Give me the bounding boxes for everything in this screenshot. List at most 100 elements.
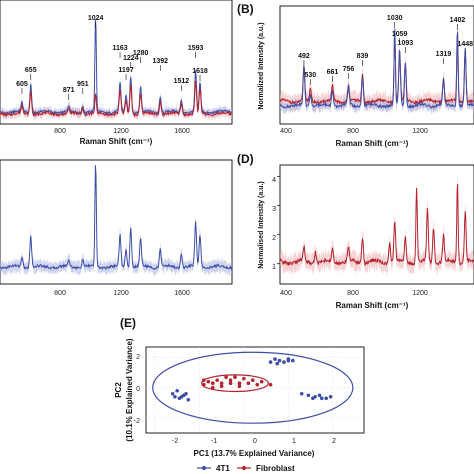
panel-e-point-4t1 [286,357,291,361]
panel-e-point-4t1 [268,360,273,364]
panel-e-point-fibroblast [219,384,224,389]
panel-d-ytick: 1 [272,264,276,271]
panel-e-point-fibroblast [210,381,215,386]
panel-a-xtick: 800 [54,128,66,135]
panel-e-point-fibroblast [237,381,242,386]
panel-e-point-4t1 [328,394,333,399]
panel-e-point-fibroblast [268,382,273,387]
panel-b-letter: (B) [237,2,254,16]
panel-d-line [280,183,474,267]
panel-a-peak-label: 1024 [88,15,104,22]
panel-a-xtick: 1200 [113,128,129,135]
panel-e-point-fibroblast [233,375,237,379]
panel-b-xtick: 800 [347,128,359,135]
panel-e-ytick: -2 [134,418,140,425]
panel-e-point-4t1 [179,394,184,399]
panel-b-peak-label: 839 [357,53,369,60]
panel-e-ellipse-4t1 [152,351,354,424]
panel-e-point-4t1 [275,361,280,366]
panel-c-blue-band [0,161,232,277]
panel-b-ylabel: Normalized Intensity (a.u.) [258,22,265,109]
panel-d: (D) 1 2 3 4 400 800 1200 Raman Shift (cm… [237,152,474,310]
panel-b-lines [280,28,474,110]
panel-e-point-fibroblast [202,378,206,382]
panel-a-peak-label: 1512 [174,78,190,85]
panel-a-xlabel: Raman Shift (cm⁻¹) [80,137,153,146]
panel-e-xtick: -2 [172,438,178,445]
panel-e-ylabel-line2: (10.1% Explained Variance) [125,338,134,441]
panel-e-point-4t1 [319,396,324,401]
panel-e-point-4t1 [299,391,304,396]
panel-e-point-4t1 [184,391,188,396]
panel-a-peak-label: 1593 [188,45,204,52]
panel-a-peak-label: 655 [25,67,37,74]
panel-a-peak-label: 951 [77,81,89,88]
panel-d-ytick: 4 [272,177,276,184]
panel-e-point-fibroblast [237,384,242,389]
panel-d-xtick: 1200 [412,290,428,297]
panel-e-xtick: -1 [211,438,217,445]
panel-e-point-4t1 [282,360,286,364]
panel-c: 800 1200 1600 [0,159,233,297]
panel-b-peak-label: 661 [327,69,339,76]
panel-e-ylabel-line1: PC2 [114,382,123,398]
panel-e-point-fibroblast [215,378,219,382]
panel-e-point-fibroblast [210,385,215,390]
panel-b-red-band [280,23,474,114]
panel-e-point-fibroblast [242,376,246,381]
panel-c-band [0,161,232,277]
panel-e-point-4t1 [170,391,175,396]
panel-a-peak-label: 1224 [123,55,139,62]
panel-e-ytick: 2 [136,354,140,361]
panel-e-legend: 4T1 Fibroblast [197,464,295,473]
panel-e: (E) 2 0 -2 -2 -1 0 1 2 PC1 (13.7% Explai… [114,316,365,473]
panel-a-peak-label: 1163 [112,45,127,52]
legend-4t1-marker [202,466,206,470]
panel-a-peak-label: 605 [16,81,28,88]
panel-d-ytick: 3 [272,206,276,213]
panel-e-xlabel: PC1 (13.7% Explained Variance) [194,449,315,458]
panel-e-point-4t1 [273,357,277,361]
panel-b-blue-line [280,28,474,110]
panel-e-point-4t1 [306,393,311,398]
panel-d-red-line [280,183,474,267]
panel-c-xtick: 1200 [113,290,129,297]
panel-b-frame [279,5,474,125]
panel-e-point-4t1 [311,396,315,401]
panel-b-peak-label: 492 [298,53,310,60]
panel-d-frame [279,164,474,285]
panel-e-point-4t1 [186,398,191,402]
panel-e-point-fibroblast [224,375,228,379]
panel-d-ylabel: Normalised Intensity (a.u.) [258,181,265,269]
panel-b-peak-label: 1059 [392,31,408,38]
panel-b-peak-label: 1319 [436,51,452,58]
panel-b-peak-label: 1093 [398,40,414,47]
panel-e-point-4t1 [324,396,328,401]
panel-a-lines [0,19,232,118]
panel-c-line [0,165,232,272]
panel-e-point-fibroblast [246,381,251,386]
panel-a-frame [0,0,233,125]
panel-d-ytick: 2 [272,235,276,242]
panel-e-plot [146,347,364,433]
panel-a-red-line [0,80,232,118]
panel-a-red-band [0,76,232,121]
legend-4t1-label: 4T1 [216,464,230,473]
panel-a-xtick: 1600 [174,128,190,135]
panel-e-point-4t1 [173,394,177,399]
panel-e-point-fibroblast [255,382,260,387]
panel-d-letter: (D) [237,152,254,166]
panel-a-peak-label: 1280 [133,50,149,57]
legend-fibroblast-label: Fibroblast [256,464,295,473]
panel-b-peak-label: 530 [305,72,317,79]
legend-fibroblast-marker [242,466,246,470]
panel-e-ellipse-fibroblast [201,374,269,393]
panel-c-xtick: 1600 [174,290,190,297]
panel-a-peak-label: 871 [63,87,75,94]
panel-b-xtick: 1200 [412,128,428,135]
panel-e-frame [145,346,365,434]
panel-b-peak-label: 1448 [457,41,473,48]
